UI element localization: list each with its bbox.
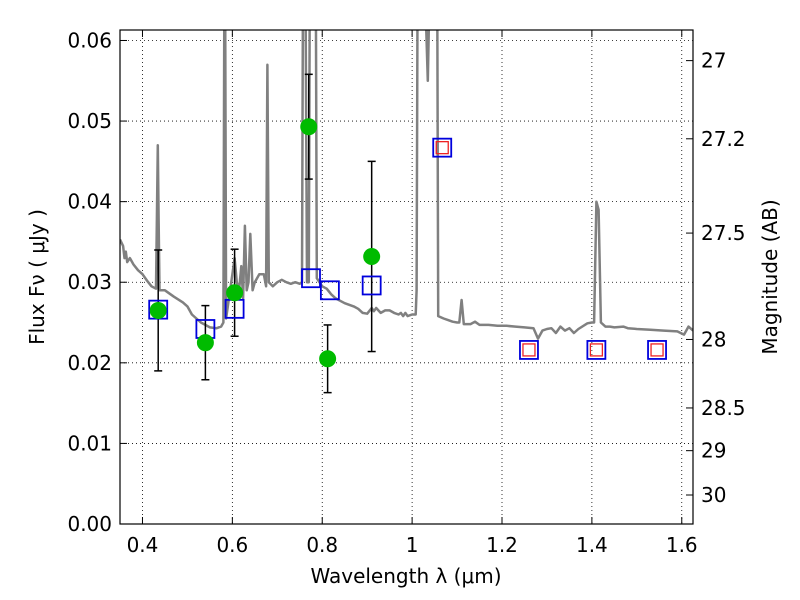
blue-square-marker — [361, 275, 382, 296]
blue-square-marker — [319, 280, 340, 301]
observed-point — [300, 118, 318, 136]
x-tick-labels: 0.4 0.6 0.8 1 1.2 1.4 1.6 — [127, 533, 698, 557]
x-tick-label: 1 — [406, 533, 419, 557]
blue-square-marker — [647, 340, 667, 360]
x-tick-label: 0.6 — [216, 533, 248, 557]
red-square-marker — [522, 343, 536, 357]
x-tick-label: 1.6 — [666, 533, 698, 557]
x-tick-label: 0.4 — [127, 533, 159, 557]
plot-frame — [119, 29, 694, 525]
right-tick-label: 27.5 — [701, 221, 746, 245]
red-square-marker — [589, 343, 604, 357]
blue-square-marker — [519, 340, 539, 360]
blue-square-marker — [586, 340, 607, 360]
x-tick-label: 0.8 — [306, 533, 338, 557]
red-square-marker — [435, 141, 449, 155]
observed-point — [149, 301, 167, 319]
right-tick-label: 28.5 — [701, 396, 746, 420]
observed-point — [319, 350, 337, 368]
observed-point — [226, 284, 244, 302]
right-tick-label: 27.2 — [701, 127, 746, 151]
x-tick-label: 1.2 — [486, 533, 518, 557]
sed-model-line-group — [120, 30, 693, 340]
x-axis-title: Wavelength λ (μm) — [310, 564, 501, 588]
observed-point — [196, 334, 214, 352]
sed-model-line — [120, 30, 693, 340]
y-tick-label: 0.06 — [67, 28, 112, 52]
observed-point-group — [149, 118, 381, 368]
right-tick-label: 29 — [701, 439, 726, 463]
x-tick-label: 1.4 — [576, 533, 608, 557]
blue-square-marker — [301, 268, 321, 289]
y-tick-label: 0.05 — [67, 109, 112, 133]
y-tick-labels: 0.00 0.01 0.02 0.03 0.04 0.05 0.06 — [67, 28, 112, 536]
y-tick-label: 0.03 — [67, 270, 112, 294]
y-tick-label: 0.02 — [67, 351, 112, 375]
y-tick-label: 0.04 — [67, 190, 112, 214]
right-tick-labels: 27 27.2 27.5 28 28.5 29 30 — [701, 49, 746, 507]
y-axis-title: Flux Fν ( μJy ) — [25, 209, 49, 345]
axis-ticks — [120, 30, 693, 525]
plot-background — [120, 30, 693, 524]
right-tick-label: 27 — [701, 49, 726, 73]
right-tick-label: 30 — [701, 483, 726, 507]
right-axis-title: Magnitude (AB) — [758, 199, 782, 354]
observed-point — [363, 247, 381, 265]
right-tick-label: 28 — [701, 327, 726, 351]
y-tick-label: 0.00 — [67, 512, 112, 536]
red-square-marker — [650, 343, 664, 357]
y-tick-label: 0.01 — [67, 431, 112, 455]
blue-square-marker — [432, 137, 453, 158]
